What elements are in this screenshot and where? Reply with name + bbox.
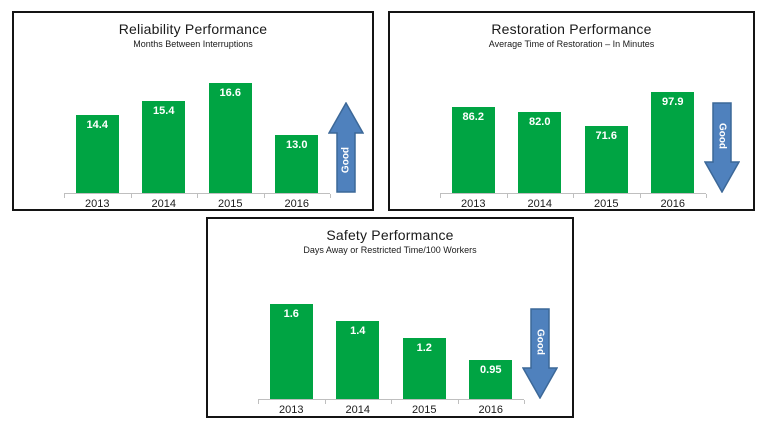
axis-tick: [391, 400, 392, 404]
x-axis-labels: 2013 2014 2015 2016: [440, 198, 706, 210]
bar-2015: 1.2: [402, 338, 446, 399]
bar-value-label: 1.2: [416, 342, 432, 355]
x-axis-label: 2013: [85, 198, 110, 210]
axis-tick: [573, 194, 574, 198]
bar-cell: 1.6: [258, 269, 325, 399]
axis-tick: [263, 194, 265, 198]
bar-value-label: 13.0: [286, 139, 308, 152]
down-arrow-icon: Good: [703, 102, 741, 194]
axis-tick: [330, 194, 331, 198]
bar-2016: 13.0: [275, 135, 319, 193]
bar-value-label: 71.6: [595, 129, 617, 142]
bar-value-label: 97.9: [662, 95, 684, 108]
bar-2014: 82.0: [518, 112, 562, 193]
x-axis-label: 2015: [594, 198, 619, 210]
bar-2015: 71.6: [584, 125, 628, 193]
axis-tick: [639, 194, 641, 198]
bar-2016: 97.9: [651, 91, 695, 193]
x-axis-label: 2016: [660, 198, 685, 210]
bar-2016: 0.95: [469, 360, 513, 399]
good-arrow-label: Good: [717, 123, 728, 149]
axis-tick: [524, 400, 525, 404]
bar-value-label: 1.4: [350, 325, 366, 337]
x-axis-line: [440, 193, 707, 198]
x-axis-label: 2014: [151, 198, 176, 210]
x-axis-line: [258, 399, 525, 404]
plot-area: 1.6 1.4 1.2 0.95: [258, 269, 524, 399]
up-arrow-icon: Good: [327, 101, 365, 193]
x-axis-label: 2014: [345, 404, 370, 416]
bar-value-label: 16.6: [219, 87, 241, 100]
bar-value-label: 82.0: [529, 116, 551, 129]
axis-tick: [64, 194, 65, 198]
bar-cell: 1.2: [391, 269, 458, 399]
bar-cell: 0.95: [458, 269, 525, 399]
bar-cell: 97.9: [640, 63, 707, 193]
good-arrow-label: Good: [535, 329, 546, 355]
bar-2015: 16.6: [208, 83, 252, 193]
axis-tick: [130, 194, 132, 198]
chart-subtitle: Months Between Interruptions: [133, 39, 253, 49]
bar-2014: 1.4: [336, 321, 380, 399]
safety-chart-panel: Safety Performance Days Away or Restrict…: [206, 217, 574, 418]
axis-tick: [506, 194, 508, 198]
bar-value-label: 0.95: [480, 364, 502, 376]
x-axis-label: 2015: [218, 198, 243, 210]
x-axis-label: 2013: [461, 198, 486, 210]
axis-tick: [197, 194, 198, 198]
x-axis-label: 2013: [279, 404, 304, 416]
x-axis-label: 2016: [284, 198, 309, 210]
x-axis-labels: 2013 2014 2015 2016: [258, 404, 524, 416]
bar-value-label: 14.4: [86, 119, 108, 131]
restoration-chart-panel: Restoration Performance Average Time of …: [388, 11, 755, 211]
chart-title: Reliability Performance: [118, 21, 268, 37]
bar-cell: 86.2: [440, 63, 507, 193]
bar-value-label: 86.2: [462, 110, 484, 123]
bar-cell: 71.6: [573, 63, 640, 193]
chart-title: Restoration Performance: [491, 21, 652, 37]
x-axis-labels: 2013 2014 2015 2016: [64, 198, 330, 210]
x-axis-label: 2014: [527, 198, 552, 210]
chart-subtitle: Average Time of Restoration – In Minutes: [488, 39, 655, 49]
axis-tick: [324, 400, 326, 404]
bar-value-label: 1.6: [283, 307, 299, 320]
bar-value-label: 15.4: [153, 104, 175, 117]
good-arrow-label: Good: [341, 147, 352, 173]
x-axis-label: 2016: [478, 404, 503, 416]
bar-2013: 14.4: [75, 115, 119, 193]
bar-cell: 15.4: [131, 63, 198, 193]
axis-tick: [706, 194, 707, 198]
plot-area: 14.4 15.4 16.6 13.0: [64, 63, 330, 193]
chart-title: Safety Performance: [326, 227, 454, 243]
reliability-chart-panel: Reliability Performance Months Between I…: [12, 11, 374, 211]
axis-tick: [258, 400, 259, 404]
bar-cell: 1.4: [325, 269, 392, 399]
good-arrow-down: Good: [703, 102, 741, 194]
good-arrow-down: Good: [521, 308, 559, 400]
bar-cell: 13.0: [264, 63, 331, 193]
bar-cell: 14.4: [64, 63, 131, 193]
x-axis-label: 2015: [412, 404, 437, 416]
bar-2013: 1.6: [269, 303, 313, 399]
axis-tick: [440, 194, 441, 198]
good-arrow-up: Good: [327, 101, 365, 193]
bar-cell: 16.6: [197, 63, 264, 193]
down-arrow-icon: Good: [521, 308, 559, 400]
bar-cell: 82.0: [507, 63, 574, 193]
axis-tick: [457, 400, 459, 404]
plot-area: 86.2 82.0 71.6 97.9: [440, 63, 706, 193]
x-axis-line: [64, 193, 331, 198]
bar-2014: 15.4: [142, 100, 186, 193]
chart-subtitle: Days Away or Restricted Time/100 Workers: [303, 245, 477, 255]
bar-2013: 86.2: [451, 106, 495, 193]
